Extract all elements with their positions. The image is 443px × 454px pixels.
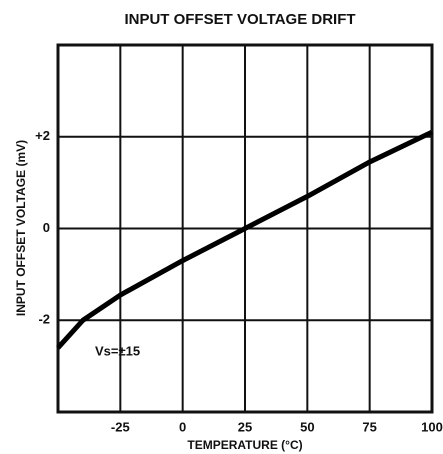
y-tick-label: 0 [43, 220, 50, 235]
y-tick-label: +2 [35, 128, 50, 143]
x-tick-label: 25 [238, 419, 252, 434]
y-tick-label: -2 [38, 312, 50, 327]
data-line [56, 129, 434, 350]
y-axis-label: INPUT OFFSET VOLTAGE (mV) [14, 140, 28, 316]
chart-title: INPUT OFFSET VOLTAGE DRIFT [124, 11, 355, 28]
x-axis-label: TEMPERATURE (°C) [187, 438, 302, 452]
x-tick-label: 0 [179, 419, 186, 434]
annotation: Vs=±15 [95, 343, 140, 358]
x-tick-label: 100 [421, 419, 443, 434]
x-tick-label: 75 [362, 419, 376, 434]
x-tick-label: -25 [111, 419, 130, 434]
x-tick-label: 50 [300, 419, 314, 434]
